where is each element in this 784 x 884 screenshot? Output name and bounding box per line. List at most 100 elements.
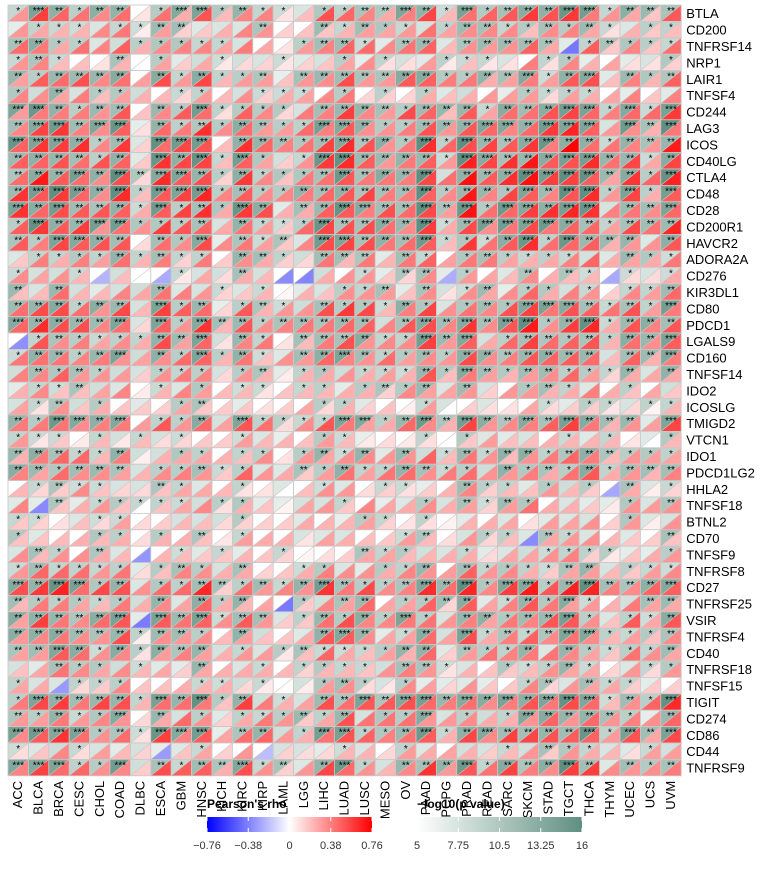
heatmap-cell: * (558, 545, 580, 564)
significance-mark: * (37, 514, 41, 525)
heatmap-cell (497, 545, 519, 564)
heatmap-cell: ** (558, 348, 580, 367)
heatmap-cell: ** (395, 201, 417, 219)
significance-mark: *** (33, 137, 45, 148)
heatmap-cell: * (517, 660, 539, 678)
heatmap-cell: *** (89, 119, 111, 137)
heatmap-cell: *** (456, 201, 478, 219)
significance-mark: ** (524, 6, 532, 17)
heatmap-cell: *** (150, 184, 172, 203)
gene-label: KIR3DL1 (686, 285, 739, 300)
heatmap-cell: *** (456, 578, 478, 596)
heatmap-cell (211, 660, 233, 678)
significance-mark: ** (96, 465, 104, 476)
significance-mark: *** (665, 301, 677, 312)
heatmap-cell: ** (68, 152, 90, 170)
heatmap-cell: *** (456, 693, 478, 711)
heatmap-cell (476, 332, 499, 350)
significance-mark: * (16, 268, 20, 279)
significance-mark: *** (176, 137, 188, 148)
heatmap-cell: ** (660, 463, 682, 482)
significance-mark: * (465, 252, 469, 263)
heatmap-cell: * (272, 103, 295, 121)
significance-mark: ** (626, 219, 634, 230)
heatmap-cell (191, 283, 213, 301)
heatmap-cell (599, 266, 621, 285)
heatmap-cell (272, 529, 295, 547)
heatmap-cell: *** (109, 316, 131, 334)
heatmap-cell: * (538, 250, 560, 268)
heatmap-cell: * (558, 742, 580, 760)
heatmap-cell: ** (354, 119, 376, 137)
heatmap-cell: ** (538, 627, 560, 646)
heatmap-cell: * (68, 20, 90, 39)
significance-mark: * (587, 596, 591, 607)
significance-mark: * (302, 596, 306, 607)
significance-mark: ** (504, 498, 512, 509)
significance-mark: ** (96, 301, 104, 312)
heatmap-cell: ** (313, 201, 335, 219)
heatmap-cell: ** (272, 759, 295, 777)
significance-mark: ** (586, 350, 594, 361)
heatmap-cell (435, 250, 458, 268)
heatmap-cell (435, 266, 458, 285)
heatmap-cell (374, 430, 397, 449)
heatmap-cell: ** (415, 529, 437, 547)
significance-mark: * (485, 531, 489, 542)
heatmap-cell: *** (660, 693, 682, 711)
heatmap-cell: * (599, 627, 621, 646)
significance-mark: * (587, 400, 591, 411)
significance-mark: * (302, 383, 306, 394)
heatmap-cell: *** (497, 217, 519, 235)
heatmap-cell (231, 53, 254, 72)
significance-mark: * (98, 367, 102, 378)
heatmap-cell: *** (27, 759, 50, 777)
heatmap-cell: *** (517, 184, 539, 203)
heatmap-cell: ** (7, 37, 29, 55)
heatmap-cell (313, 86, 335, 104)
heatmap-cell: ** (48, 398, 70, 416)
significance-mark: ** (320, 449, 328, 460)
significance-mark: ** (116, 465, 124, 476)
heatmap-cell: *** (497, 693, 519, 711)
heatmap-cell: ** (313, 250, 335, 268)
heatmap-cell: * (27, 332, 50, 350)
heatmap-cell (252, 513, 274, 531)
significance-mark: ** (606, 236, 614, 247)
heatmap-cell: * (456, 250, 478, 268)
significance-mark: *** (522, 72, 534, 83)
heatmap-cell: * (129, 37, 152, 55)
significance-mark: * (608, 728, 612, 739)
heatmap-cell: * (660, 660, 682, 678)
significance-mark: * (77, 268, 81, 279)
significance-mark: ** (545, 154, 553, 165)
significance-mark: * (77, 744, 81, 755)
heatmap-cell: ** (599, 234, 621, 252)
significance-mark: ** (545, 465, 553, 476)
heatmap-cell: ** (48, 709, 70, 728)
significance-mark: *** (53, 760, 65, 771)
heatmap-cell: * (231, 430, 254, 449)
heatmap-cell (293, 250, 315, 268)
heatmap-cell: * (374, 545, 397, 564)
significance-mark: * (281, 301, 285, 312)
significance-mark: * (547, 252, 551, 263)
significance-mark: * (465, 465, 469, 476)
heatmap-cell: * (68, 103, 90, 121)
heatmap-cell: *** (456, 135, 478, 153)
heatmap-cell: * (660, 398, 682, 416)
significance-mark: ** (320, 334, 328, 345)
significance-mark: ** (606, 170, 614, 181)
significance-mark: *** (196, 728, 208, 739)
significance-mark: *** (563, 154, 575, 165)
significance-mark: * (445, 728, 449, 739)
heatmap-cell: ** (517, 693, 539, 711)
significance-mark: ** (422, 760, 430, 771)
significance-mark: * (363, 662, 367, 673)
significance-mark: *** (665, 170, 677, 181)
significance-mark: ** (586, 678, 594, 689)
significance-mark: ** (667, 6, 675, 17)
significance-mark: ** (157, 285, 165, 296)
heatmap-cell (558, 513, 580, 531)
heatmap-cell: ** (619, 250, 641, 268)
